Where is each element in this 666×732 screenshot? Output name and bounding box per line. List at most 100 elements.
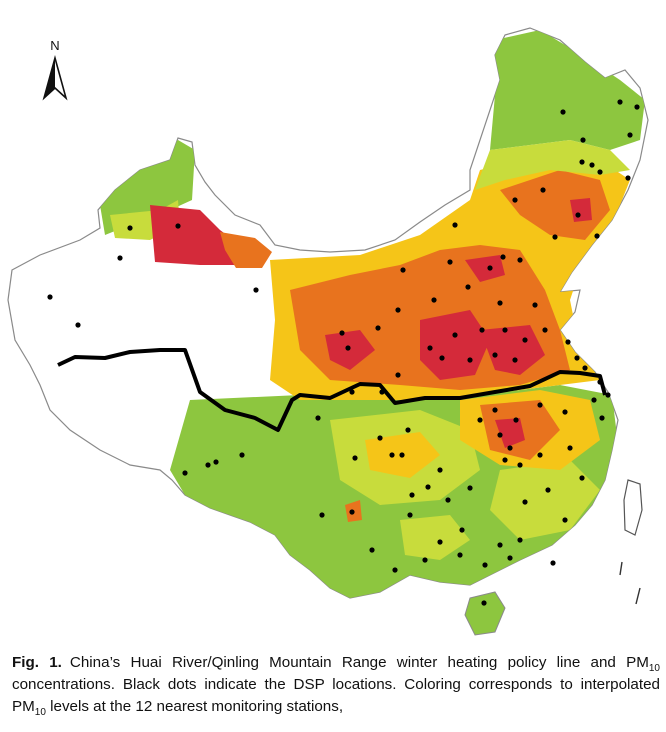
dsp-dot	[437, 539, 443, 545]
south-china-sea-line-1	[619, 561, 623, 576]
dsp-dot	[537, 452, 543, 458]
dsp-dot	[447, 259, 453, 265]
figure-caption: Fig. 1. China’s Huai River/Qinling Mounta…	[12, 652, 660, 718]
north-red-region	[325, 198, 592, 380]
dsp-dot	[634, 104, 640, 110]
dsp-dot	[127, 225, 133, 231]
dsp-dot	[562, 517, 568, 523]
dsp-dot	[253, 287, 259, 293]
dsp-dot	[239, 452, 245, 458]
dsp-dot	[579, 159, 585, 165]
dsp-dot	[445, 497, 451, 503]
huai-qinling-policy-line	[57, 348, 607, 432]
dsp-dot	[502, 327, 508, 333]
caption-subscript-1: 10	[648, 663, 660, 675]
dsp-dot	[567, 445, 573, 451]
dsp-dot	[319, 512, 325, 518]
north-label: N	[50, 38, 59, 53]
dsp-dot	[345, 345, 351, 351]
dsp-dot	[459, 527, 465, 533]
dsp-dot	[575, 212, 581, 218]
caption-text-1: China’s Huai River/Qinling Mountain Rang…	[69, 654, 649, 671]
dsp-dot	[599, 415, 605, 421]
dsp-dot	[407, 512, 413, 518]
dsp-dot	[562, 409, 568, 415]
dsp-dot	[532, 302, 538, 308]
north-arrow-fill	[44, 58, 55, 98]
dsp-dot	[400, 267, 406, 273]
dsp-dot	[502, 457, 508, 463]
dsp-dot	[427, 345, 433, 351]
northeast-mid-region	[475, 140, 630, 190]
dsp-dot	[422, 557, 428, 563]
figure-label: Fig. 1.	[12, 654, 62, 671]
dsp-dot	[605, 392, 611, 398]
dsp-dot	[565, 339, 571, 345]
hainan-island	[464, 591, 506, 636]
dsp-dot	[589, 162, 595, 168]
dsp-dot	[467, 357, 473, 363]
dsp-dot	[512, 197, 518, 203]
taiwan-island	[623, 479, 643, 536]
dsp-dot	[431, 297, 437, 303]
dsp-dot	[507, 555, 513, 561]
dsp-dot	[492, 352, 498, 358]
dsp-dot	[47, 294, 53, 300]
dsp-dot	[481, 600, 487, 606]
dsp-dot	[205, 462, 211, 468]
xinjiang-orange-region	[220, 232, 272, 268]
dsp-dot	[369, 547, 375, 553]
dsp-dot	[500, 254, 506, 260]
dsp-dot	[352, 455, 358, 461]
dsp-dot	[522, 499, 528, 505]
dsp-dot	[375, 325, 381, 331]
dsp-dot	[175, 223, 181, 229]
dsp-dot	[349, 389, 355, 395]
dsp-dot	[497, 300, 503, 306]
dsp-dot	[117, 255, 123, 261]
dsp-dot	[597, 169, 603, 175]
dsp-dot	[517, 537, 523, 543]
dsp-dot	[591, 397, 597, 403]
dsp-dot	[627, 132, 633, 138]
dsp-dot	[349, 509, 355, 515]
dsp-dot	[395, 307, 401, 313]
dsp-dot	[594, 233, 600, 239]
dsp-dot	[574, 355, 580, 361]
dsp-dot	[580, 137, 586, 143]
dsp-dot	[550, 560, 556, 566]
dsp-locations	[47, 99, 640, 606]
dsp-dot	[487, 265, 493, 271]
dsp-dot	[497, 542, 503, 548]
dsp-dot	[75, 322, 81, 328]
dsp-dot	[552, 234, 558, 240]
dsp-dot	[452, 332, 458, 338]
dsp-dot	[542, 327, 548, 333]
dsp-dot	[560, 109, 566, 115]
dsp-dot	[452, 222, 458, 228]
dsp-dot	[625, 175, 631, 181]
north-arrow: N	[42, 38, 68, 101]
dsp-dot	[522, 337, 528, 343]
dsp-dot	[517, 462, 523, 468]
caption-text-3: levels at the 12 nearest monitoring stat…	[45, 698, 344, 715]
dsp-dot	[467, 485, 473, 491]
xinjiang-red-region	[150, 205, 240, 265]
dsp-dot	[379, 389, 385, 395]
south-china-sea-line-2	[635, 587, 641, 605]
dsp-dot	[213, 459, 219, 465]
dsp-dot	[377, 435, 383, 441]
dsp-dot	[597, 379, 603, 385]
dsp-dot	[537, 402, 543, 408]
dsp-dot	[339, 330, 345, 336]
dsp-dot	[513, 417, 519, 423]
dsp-dot	[512, 357, 518, 363]
south-red-hotspot	[495, 418, 525, 448]
dsp-dot	[617, 99, 623, 105]
dsp-dot	[389, 452, 395, 458]
xinjiang-green-region	[100, 140, 195, 235]
caption-text-2: concentrations. Black dots indicate the …	[12, 676, 660, 715]
dsp-dot	[545, 487, 551, 493]
dsp-dot	[477, 417, 483, 423]
dsp-dot	[497, 432, 503, 438]
